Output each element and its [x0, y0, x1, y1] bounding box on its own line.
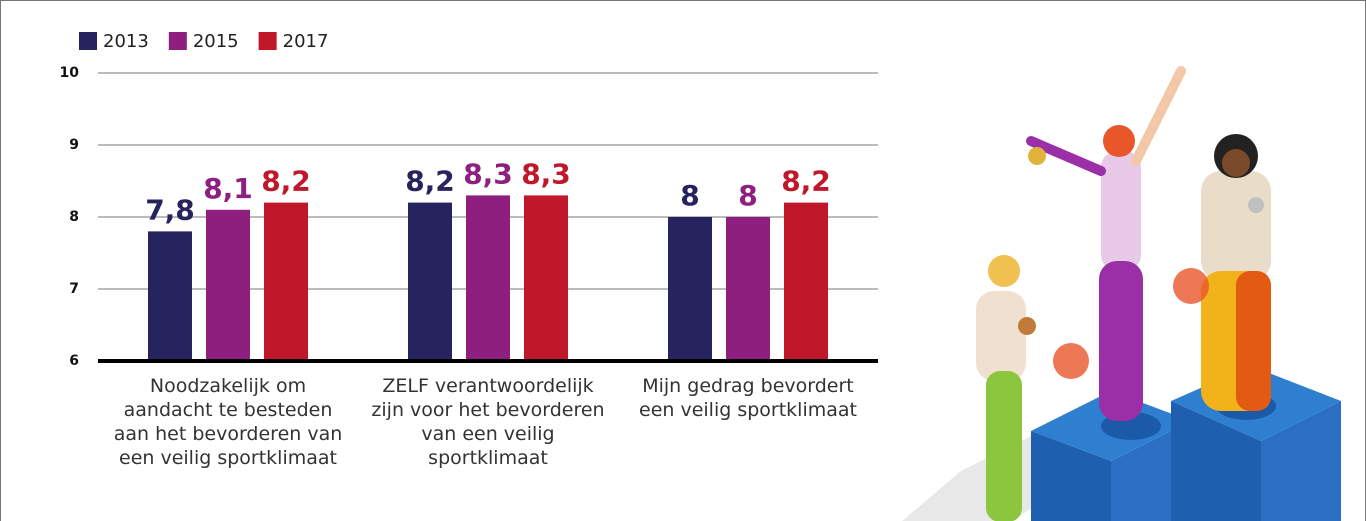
page: 6789102013201520177,88,18,28,28,38,3888,…: [0, 0, 1366, 521]
bar: [726, 217, 770, 361]
y-tick-label: 9: [69, 137, 79, 153]
bar: [466, 195, 510, 361]
value-label: 8: [680, 179, 699, 212]
y-tick-label: 6: [69, 353, 79, 369]
value-label: 8,2: [781, 165, 831, 198]
bar: [408, 203, 452, 361]
legend-label: 2017: [283, 31, 329, 52]
value-label: 8,1: [203, 172, 253, 205]
value-label: 8: [738, 179, 757, 212]
bar: [206, 210, 250, 361]
value-label: 8,2: [261, 165, 311, 198]
bar: [148, 231, 192, 361]
illustration: [901, 71, 1341, 521]
value-label: 7,8: [145, 193, 195, 226]
bar: [264, 203, 308, 361]
x-tick-label: Mijn gedrag bevordert een veilig sportkl…: [628, 374, 868, 422]
legend-swatch: [79, 32, 97, 50]
legend-swatch: [259, 32, 277, 50]
y-tick-label: 8: [69, 209, 79, 225]
bar: [668, 217, 712, 361]
bar: [784, 203, 828, 361]
value-label: 8,3: [521, 157, 571, 190]
y-tick-label: 10: [60, 65, 80, 81]
value-label: 8,3: [463, 157, 513, 190]
value-label: 8,2: [405, 165, 455, 198]
legend-label: 2015: [193, 31, 239, 52]
y-tick-label: 7: [69, 281, 79, 297]
legend-swatch: [169, 32, 187, 50]
x-tick-label: Noodzakelijk om aandacht te besteden aan…: [108, 374, 348, 470]
legend-label: 2013: [103, 31, 149, 52]
bar: [524, 195, 568, 361]
x-tick-label: ZELF verantwoordelijk zijn voor het bevo…: [368, 374, 608, 470]
